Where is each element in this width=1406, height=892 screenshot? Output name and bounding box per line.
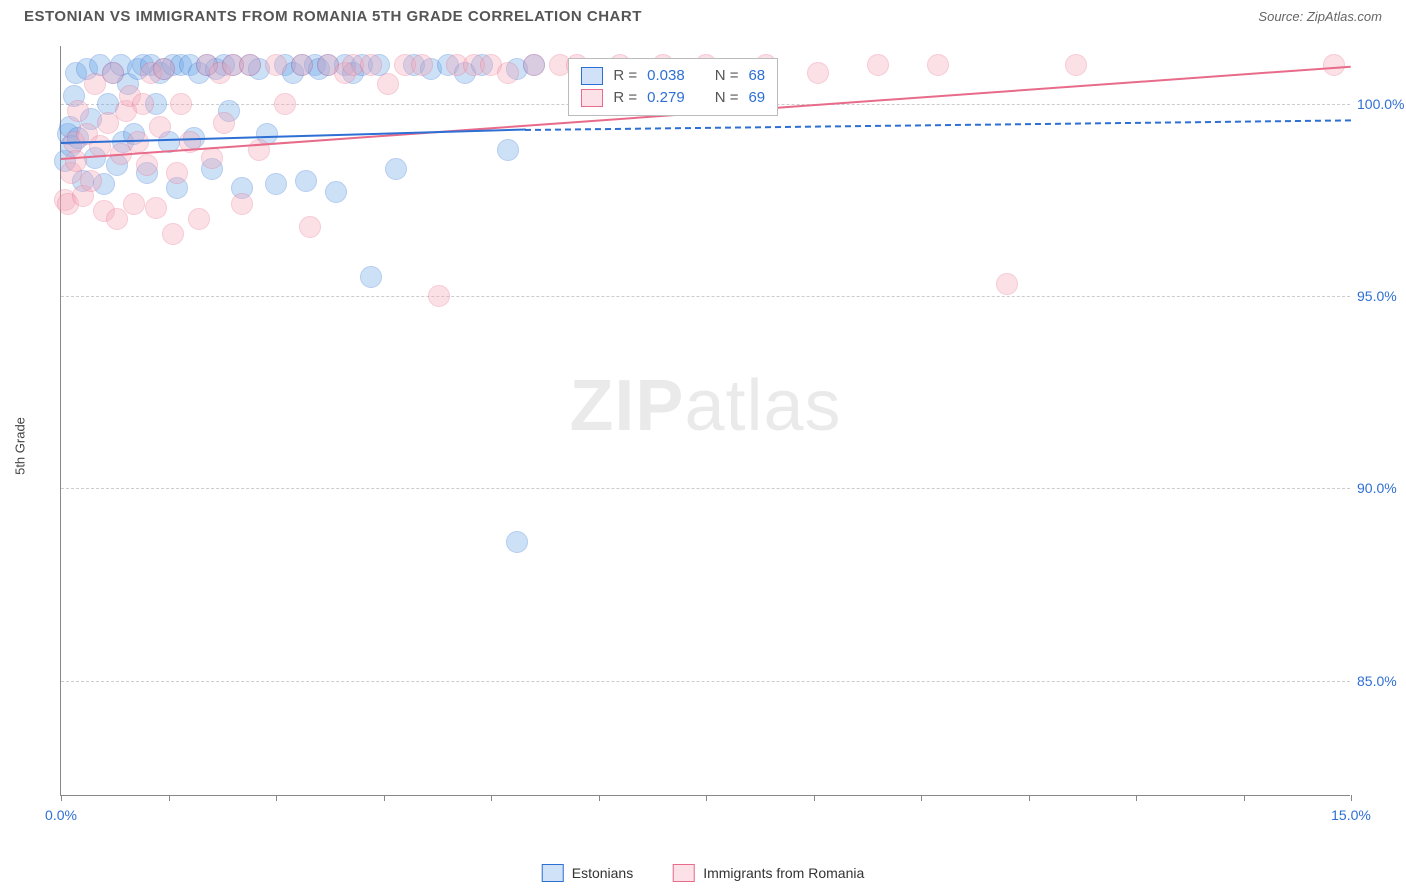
data-point — [149, 116, 171, 138]
data-point — [1065, 54, 1087, 76]
data-point — [428, 285, 450, 307]
watermark: ZIPatlas — [569, 365, 841, 447]
data-point — [291, 54, 313, 76]
data-point — [239, 54, 261, 76]
data-point — [523, 54, 545, 76]
x-tick-mark — [599, 795, 600, 801]
gridline — [61, 296, 1350, 297]
x-tick-mark — [61, 795, 62, 801]
legend-item-estonians: Estonians — [542, 864, 633, 882]
data-point — [132, 93, 154, 115]
chart-header: ESTONIAN VS IMMIGRANTS FROM ROMANIA 5TH … — [0, 0, 1406, 29]
data-point — [295, 170, 317, 192]
n-label: N = — [715, 89, 739, 106]
x-tick-mark — [1136, 795, 1137, 801]
watermark-light: atlas — [684, 366, 841, 446]
data-point — [385, 158, 407, 180]
stats-row: R = 0.038 N = 68 — [581, 65, 765, 87]
correlation-stats-box: R = 0.038 N = 68 R = 0.279 N = 69 — [568, 58, 778, 116]
data-point — [145, 197, 167, 219]
data-point — [162, 223, 184, 245]
data-point — [170, 93, 192, 115]
stats-swatch — [581, 89, 603, 107]
data-point — [497, 139, 519, 161]
x-tick-label: 0.0% — [45, 807, 77, 823]
data-point — [201, 147, 223, 169]
legend-swatch-romania — [673, 864, 695, 882]
x-tick-mark — [706, 795, 707, 801]
data-point — [265, 54, 287, 76]
y-tick-label: 90.0% — [1357, 480, 1406, 496]
data-point — [166, 162, 188, 184]
data-point — [102, 62, 124, 84]
y-tick-label: 100.0% — [1357, 96, 1406, 112]
data-point — [996, 273, 1018, 295]
data-point — [231, 193, 253, 215]
x-tick-mark — [921, 795, 922, 801]
watermark-bold: ZIP — [569, 366, 684, 446]
r-label: R = — [613, 67, 637, 84]
x-tick-mark — [276, 795, 277, 801]
trend-line-extrapolated — [525, 119, 1351, 131]
r-label: R = — [613, 89, 637, 106]
source-attribution: Source: ZipAtlas.com — [1258, 9, 1382, 24]
data-point — [299, 216, 321, 238]
source-value: ZipAtlas.com — [1307, 9, 1382, 24]
y-tick-label: 95.0% — [1357, 288, 1406, 304]
stats-row: R = 0.279 N = 69 — [581, 87, 765, 109]
x-tick-mark — [1351, 795, 1352, 801]
data-point — [65, 150, 87, 172]
stats-swatch — [581, 67, 603, 85]
chart-title: ESTONIAN VS IMMIGRANTS FROM ROMANIA 5TH … — [24, 8, 642, 25]
data-point — [127, 131, 149, 153]
data-point — [807, 62, 829, 84]
x-tick-mark — [169, 795, 170, 801]
y-axis-label: 5th Grade — [13, 417, 28, 475]
scatter-chart: ZIPatlas 85.0%90.0%95.0%100.0%0.0%15.0%R… — [60, 46, 1350, 796]
r-value: 0.279 — [647, 89, 685, 106]
n-value: 69 — [748, 89, 765, 106]
data-point — [136, 154, 158, 176]
gridline — [61, 681, 1350, 682]
data-point — [325, 181, 347, 203]
x-tick-mark — [814, 795, 815, 801]
data-point — [377, 73, 399, 95]
data-point — [188, 208, 210, 230]
data-point — [867, 54, 889, 76]
data-point — [123, 193, 145, 215]
legend: Estonians Immigrants from Romania — [542, 864, 865, 882]
x-tick-mark — [1244, 795, 1245, 801]
data-point — [153, 58, 175, 80]
data-point — [360, 266, 382, 288]
legend-item-romania: Immigrants from Romania — [673, 864, 864, 882]
n-label: N = — [715, 67, 739, 84]
data-point — [927, 54, 949, 76]
y-tick-label: 85.0% — [1357, 673, 1406, 689]
data-point — [360, 54, 382, 76]
x-tick-mark — [1029, 795, 1030, 801]
data-point — [497, 62, 519, 84]
data-point — [248, 139, 270, 161]
r-value: 0.038 — [647, 67, 685, 84]
x-tick-label: 15.0% — [1331, 807, 1371, 823]
n-value: 68 — [748, 67, 765, 84]
x-tick-mark — [384, 795, 385, 801]
data-point — [506, 531, 528, 553]
data-point — [106, 208, 128, 230]
x-tick-mark — [491, 795, 492, 801]
data-point — [411, 54, 433, 76]
data-point — [274, 93, 296, 115]
data-point — [265, 173, 287, 195]
data-point — [213, 112, 235, 134]
legend-swatch-estonians — [542, 864, 564, 882]
gridline — [61, 488, 1350, 489]
data-point — [67, 100, 89, 122]
source-label: Source: — [1258, 9, 1303, 24]
data-point — [80, 170, 102, 192]
legend-label-estonians: Estonians — [572, 865, 633, 881]
legend-label-romania: Immigrants from Romania — [703, 865, 864, 881]
data-point — [1323, 54, 1345, 76]
